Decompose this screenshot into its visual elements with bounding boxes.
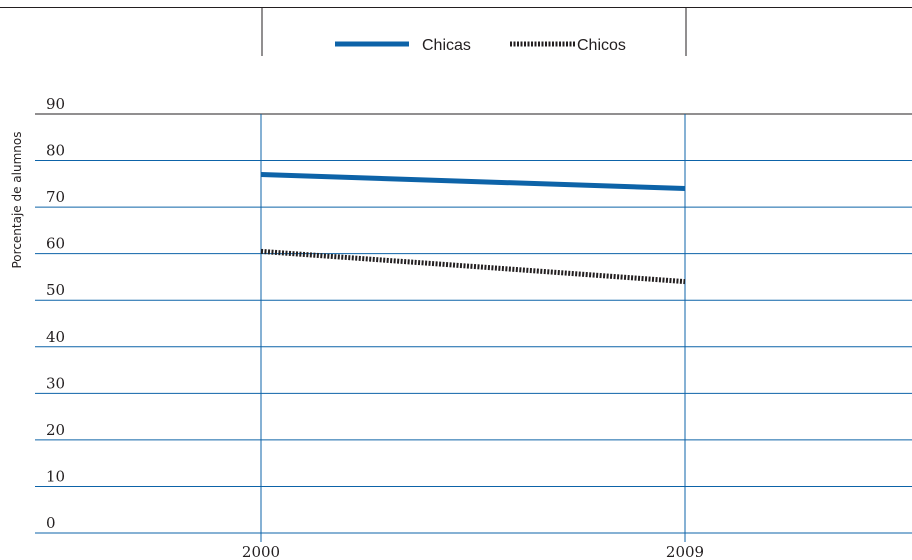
- series-line-chicas: [260, 172, 686, 191]
- x-tick-labels: 2000 2009: [242, 543, 704, 560]
- y-tick-label: 0: [46, 514, 56, 532]
- y-tick-label: 80: [46, 142, 65, 160]
- chart-frame: [0, 7, 912, 56]
- x-tick-label: 2009: [666, 543, 704, 560]
- gridlines: [35, 113, 912, 542]
- series-lines: [260, 172, 686, 285]
- y-tick-label: 30: [46, 374, 65, 392]
- series-line-chicos: [260, 248, 686, 285]
- x-tick-label: 2000: [242, 543, 280, 560]
- y-tick-label: 40: [46, 328, 65, 346]
- y-tick-label: 60: [46, 235, 65, 253]
- y-tick-label: 70: [46, 188, 65, 206]
- y-tick-label: 90: [46, 95, 65, 113]
- y-axis-label: Porcentaje de alumnos: [10, 132, 24, 269]
- legend-label-chicos: Chicos: [577, 37, 626, 54]
- y-tick-label: 20: [46, 421, 65, 439]
- y-tick-labels: 0 10 20 30 40 50 60 70 80 90: [46, 95, 65, 532]
- y-tick-label: 10: [46, 467, 65, 485]
- y-tick-label: 50: [46, 281, 65, 299]
- legend-label-chicas: Chicas: [422, 37, 471, 54]
- legend: Chicas Chicos: [335, 37, 626, 54]
